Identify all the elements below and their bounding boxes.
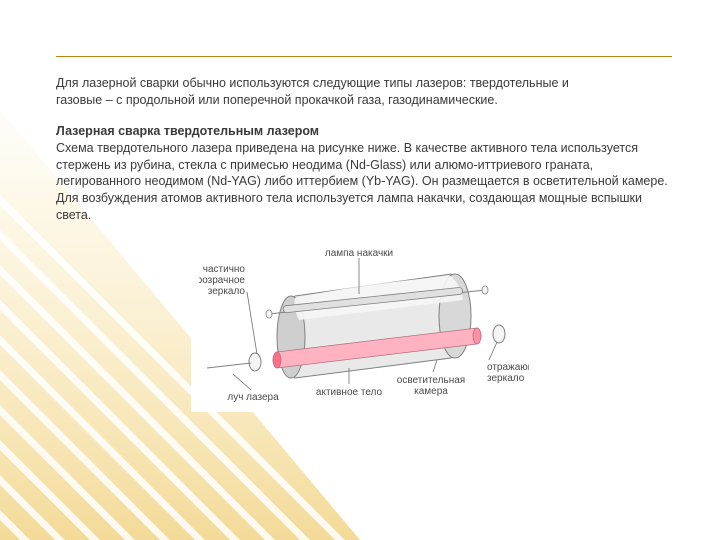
laser-beam-line	[207, 363, 251, 368]
label-partial-mirror-2: прозрачное	[199, 275, 245, 286]
label-reflect-mirror-1: отражающее	[487, 362, 529, 373]
label-reflect-mirror-2: зеркало	[487, 373, 525, 384]
label-laser-beam: луч лазера	[227, 392, 279, 403]
p1-line1: Для лазерной сварки обычно используются …	[56, 76, 569, 90]
paragraph-1: Для лазерной сварки обычно используются …	[56, 75, 672, 109]
reflecting-mirror	[493, 325, 505, 343]
label-lamp: лампа накачки	[325, 248, 393, 259]
label-partial-mirror-1: частично	[203, 264, 246, 275]
label-active-body: активное тело	[316, 387, 383, 398]
label-partial-mirror-3: зеркало	[208, 286, 246, 297]
label-chamber-2: камера	[414, 386, 448, 397]
partial-mirror	[249, 353, 261, 371]
laser-diagram: osvarke.com	[191, 238, 537, 412]
slide-content: Для лазерной сварки обычно используются …	[0, 0, 720, 412]
paragraph-2: Лазерная сварка твердотельным лазером Сх…	[56, 123, 672, 224]
top-rule	[56, 56, 672, 57]
p1-line2: газовые – с продольной или поперечной пр…	[56, 93, 498, 107]
p2-title: Лазерная сварка твердотельным лазером	[56, 124, 319, 138]
laser-diagram-figure: osvarke.com	[56, 238, 672, 412]
label-chamber-1: осветительная	[397, 375, 465, 386]
p2-body: Схема твердотельного лазера приведена на…	[56, 141, 668, 223]
